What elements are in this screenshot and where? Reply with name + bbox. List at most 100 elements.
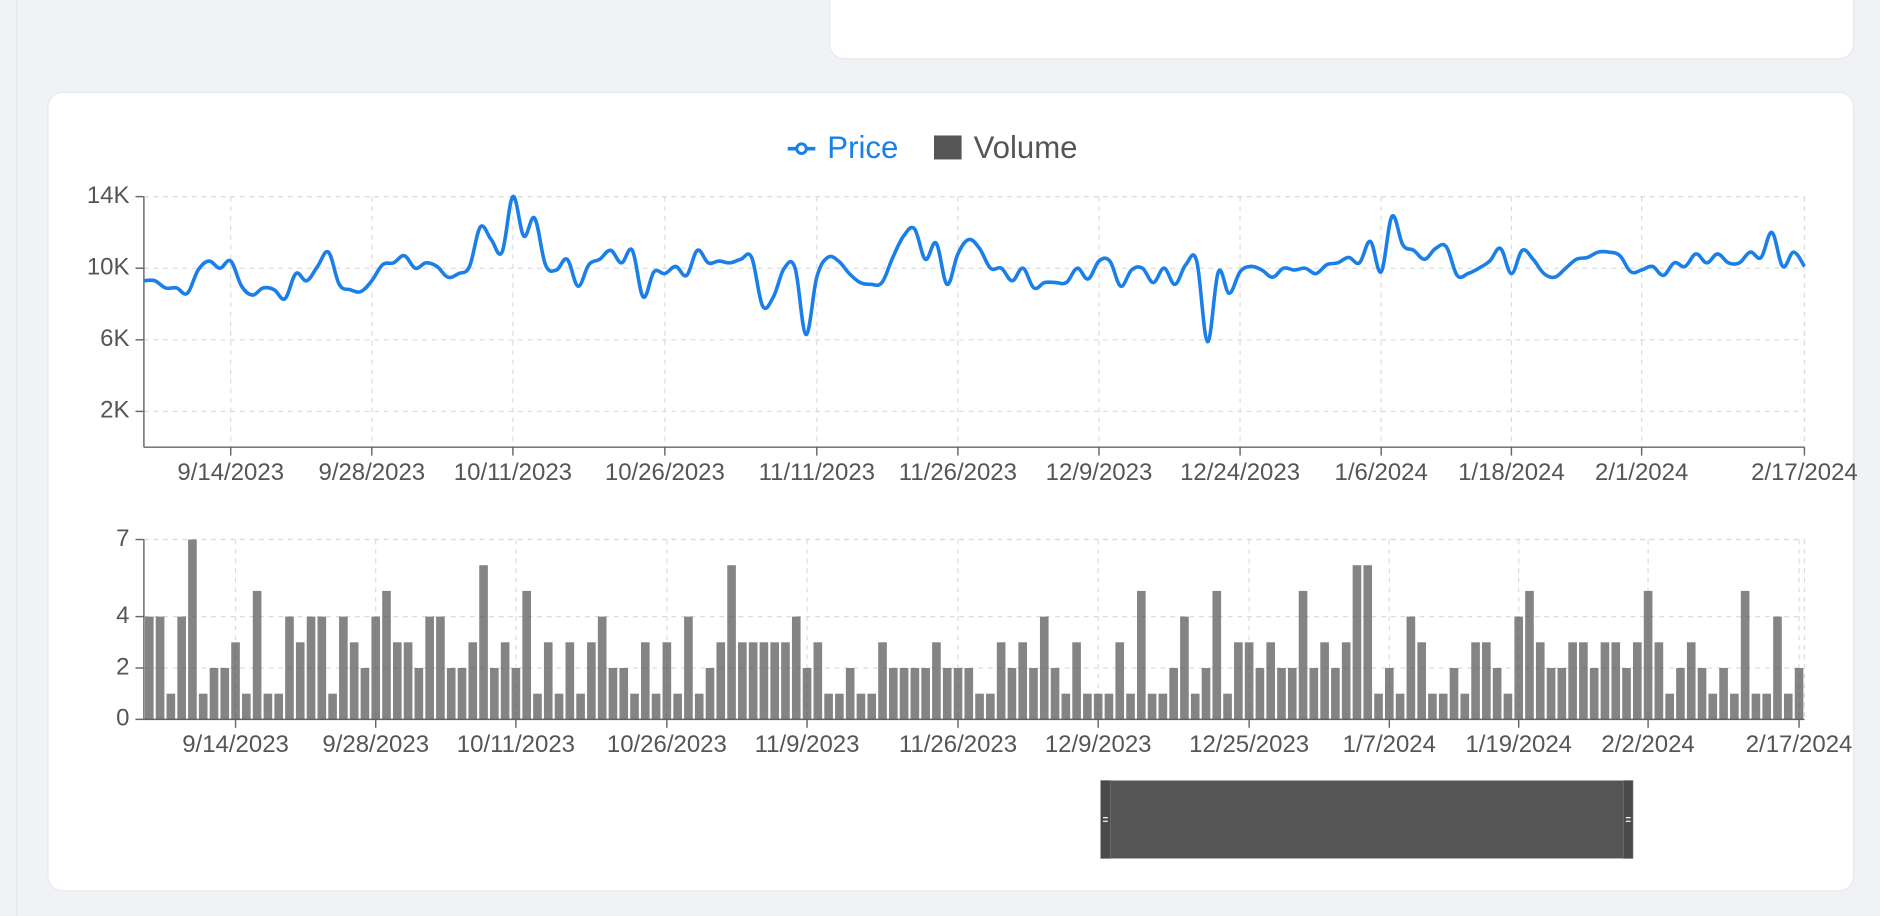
volume-bar bbox=[1686, 642, 1696, 720]
volume-bar bbox=[317, 616, 327, 720]
x-tick-label: 10/26/2023 bbox=[607, 731, 727, 758]
volume-bar bbox=[888, 667, 898, 720]
volume-bar bbox=[263, 693, 273, 720]
volume-bar bbox=[1438, 693, 1448, 720]
x-tick-label: 1/19/2024 bbox=[1465, 731, 1572, 758]
volume-bar bbox=[1126, 693, 1135, 720]
volume-bar bbox=[565, 642, 575, 720]
brush-handle-right[interactable] bbox=[1623, 780, 1634, 859]
volume-bar bbox=[1223, 693, 1232, 720]
x-tick-label: 11/11/2023 bbox=[759, 459, 875, 486]
volume-bar bbox=[1783, 693, 1793, 720]
volume-bar bbox=[878, 642, 887, 720]
volume-bar bbox=[1309, 667, 1319, 720]
volume-bar bbox=[403, 642, 413, 720]
x-tick-label: 2/2/2024 bbox=[1601, 731, 1694, 758]
volume-bar bbox=[1428, 693, 1437, 720]
volume-bar bbox=[285, 616, 294, 720]
price-line bbox=[143, 194, 1806, 344]
volume-bar bbox=[1622, 667, 1631, 720]
brush-handle-left[interactable] bbox=[1100, 780, 1111, 859]
volume-bar bbox=[1751, 693, 1761, 720]
volume-bar bbox=[576, 693, 585, 720]
volume-bar bbox=[177, 616, 186, 720]
volume-bar bbox=[932, 642, 941, 720]
volume-bar bbox=[738, 642, 747, 720]
volume-bar bbox=[1525, 590, 1534, 720]
volume-bar bbox=[1762, 693, 1772, 720]
volume-bar bbox=[1298, 590, 1308, 720]
volume-bar bbox=[587, 642, 596, 720]
volume-bar bbox=[231, 642, 240, 720]
volume-bar bbox=[1676, 667, 1685, 720]
volume-bar bbox=[791, 616, 801, 720]
volume-bar bbox=[1406, 616, 1416, 720]
y-tick-label: 7 bbox=[116, 525, 129, 552]
volume-bar bbox=[899, 667, 909, 720]
x-tick-label: 9/28/2023 bbox=[318, 459, 425, 486]
volume-bar bbox=[694, 693, 704, 720]
chart-line: 2K 6K 10K 14K 9/14/2023 9/28/2023 10/11/2023 10… bbox=[87, 182, 1858, 486]
volume-bar bbox=[1277, 667, 1286, 720]
volume-bar bbox=[1234, 642, 1243, 720]
volume-bar bbox=[975, 693, 984, 720]
legend: Price Volume bbox=[787, 130, 1078, 165]
volume-bar bbox=[1708, 693, 1718, 720]
volume-bar bbox=[1115, 642, 1125, 720]
volume-bar bbox=[1180, 616, 1189, 720]
volume-bar bbox=[953, 667, 963, 720]
volume-bar bbox=[1611, 642, 1621, 720]
volume-bar bbox=[867, 693, 877, 720]
volume-bar bbox=[716, 642, 726, 720]
volume-bar bbox=[727, 565, 736, 720]
legend-label: Volume bbox=[974, 130, 1078, 165]
volume-bar bbox=[1546, 667, 1556, 720]
volume-bar bbox=[1600, 642, 1610, 720]
volume-bar bbox=[1482, 642, 1491, 720]
brush[interactable] bbox=[1100, 780, 1634, 859]
volume-bar bbox=[1050, 667, 1060, 720]
volume-bar bbox=[1093, 693, 1103, 720]
volume-bar bbox=[996, 642, 1006, 720]
volume-bar bbox=[209, 667, 219, 720]
volume-bar bbox=[1039, 616, 1049, 720]
volume-bar bbox=[608, 667, 618, 720]
volume-bar bbox=[856, 693, 866, 720]
volume-bar bbox=[1460, 693, 1470, 720]
volume-bar bbox=[1169, 667, 1178, 720]
volume-bar bbox=[554, 693, 564, 720]
x-tick-label: 1/18/2024 bbox=[1458, 459, 1565, 486]
volume-bar bbox=[144, 616, 154, 720]
volume-bar bbox=[1061, 693, 1071, 720]
volume-bar bbox=[705, 667, 715, 720]
x-tick-label: 2/1/2024 bbox=[1595, 459, 1688, 486]
x-tick-label: 1/7/2024 bbox=[1343, 731, 1436, 758]
volume-bar bbox=[295, 642, 305, 720]
x-tick-label: 10/11/2023 bbox=[454, 459, 572, 486]
y-tick-label: 2K bbox=[100, 397, 129, 424]
volume-bar bbox=[490, 667, 499, 720]
x-tick-label: 11/26/2023 bbox=[899, 459, 1017, 486]
volume-bar bbox=[986, 693, 995, 720]
volume-bar bbox=[824, 693, 833, 720]
volume-bar bbox=[910, 667, 920, 720]
x-tick-label: 12/25/2023 bbox=[1189, 731, 1309, 758]
volume-bar bbox=[640, 642, 650, 720]
chart-bar: 0 2 4 7 9/14/2023 9/28/2023 10/11/2023 10/26/20… bbox=[116, 525, 1852, 758]
volume-bar bbox=[1201, 667, 1211, 720]
volume-bar bbox=[597, 616, 607, 720]
volume-bar bbox=[479, 565, 488, 720]
brush-range[interactable] bbox=[1100, 780, 1633, 859]
volume-bar bbox=[942, 667, 952, 720]
volume-bar bbox=[1740, 590, 1750, 720]
volume-bar bbox=[964, 667, 974, 720]
volume-bar bbox=[1697, 667, 1707, 720]
volume-bar bbox=[1492, 667, 1502, 720]
volume-bar bbox=[1158, 693, 1168, 720]
volume-bar bbox=[436, 616, 445, 720]
volume-bar bbox=[155, 616, 165, 720]
volume-bar bbox=[328, 693, 337, 720]
volume-bar bbox=[1244, 642, 1254, 720]
volume-bar bbox=[1255, 667, 1265, 720]
volume-bar bbox=[1190, 693, 1200, 720]
